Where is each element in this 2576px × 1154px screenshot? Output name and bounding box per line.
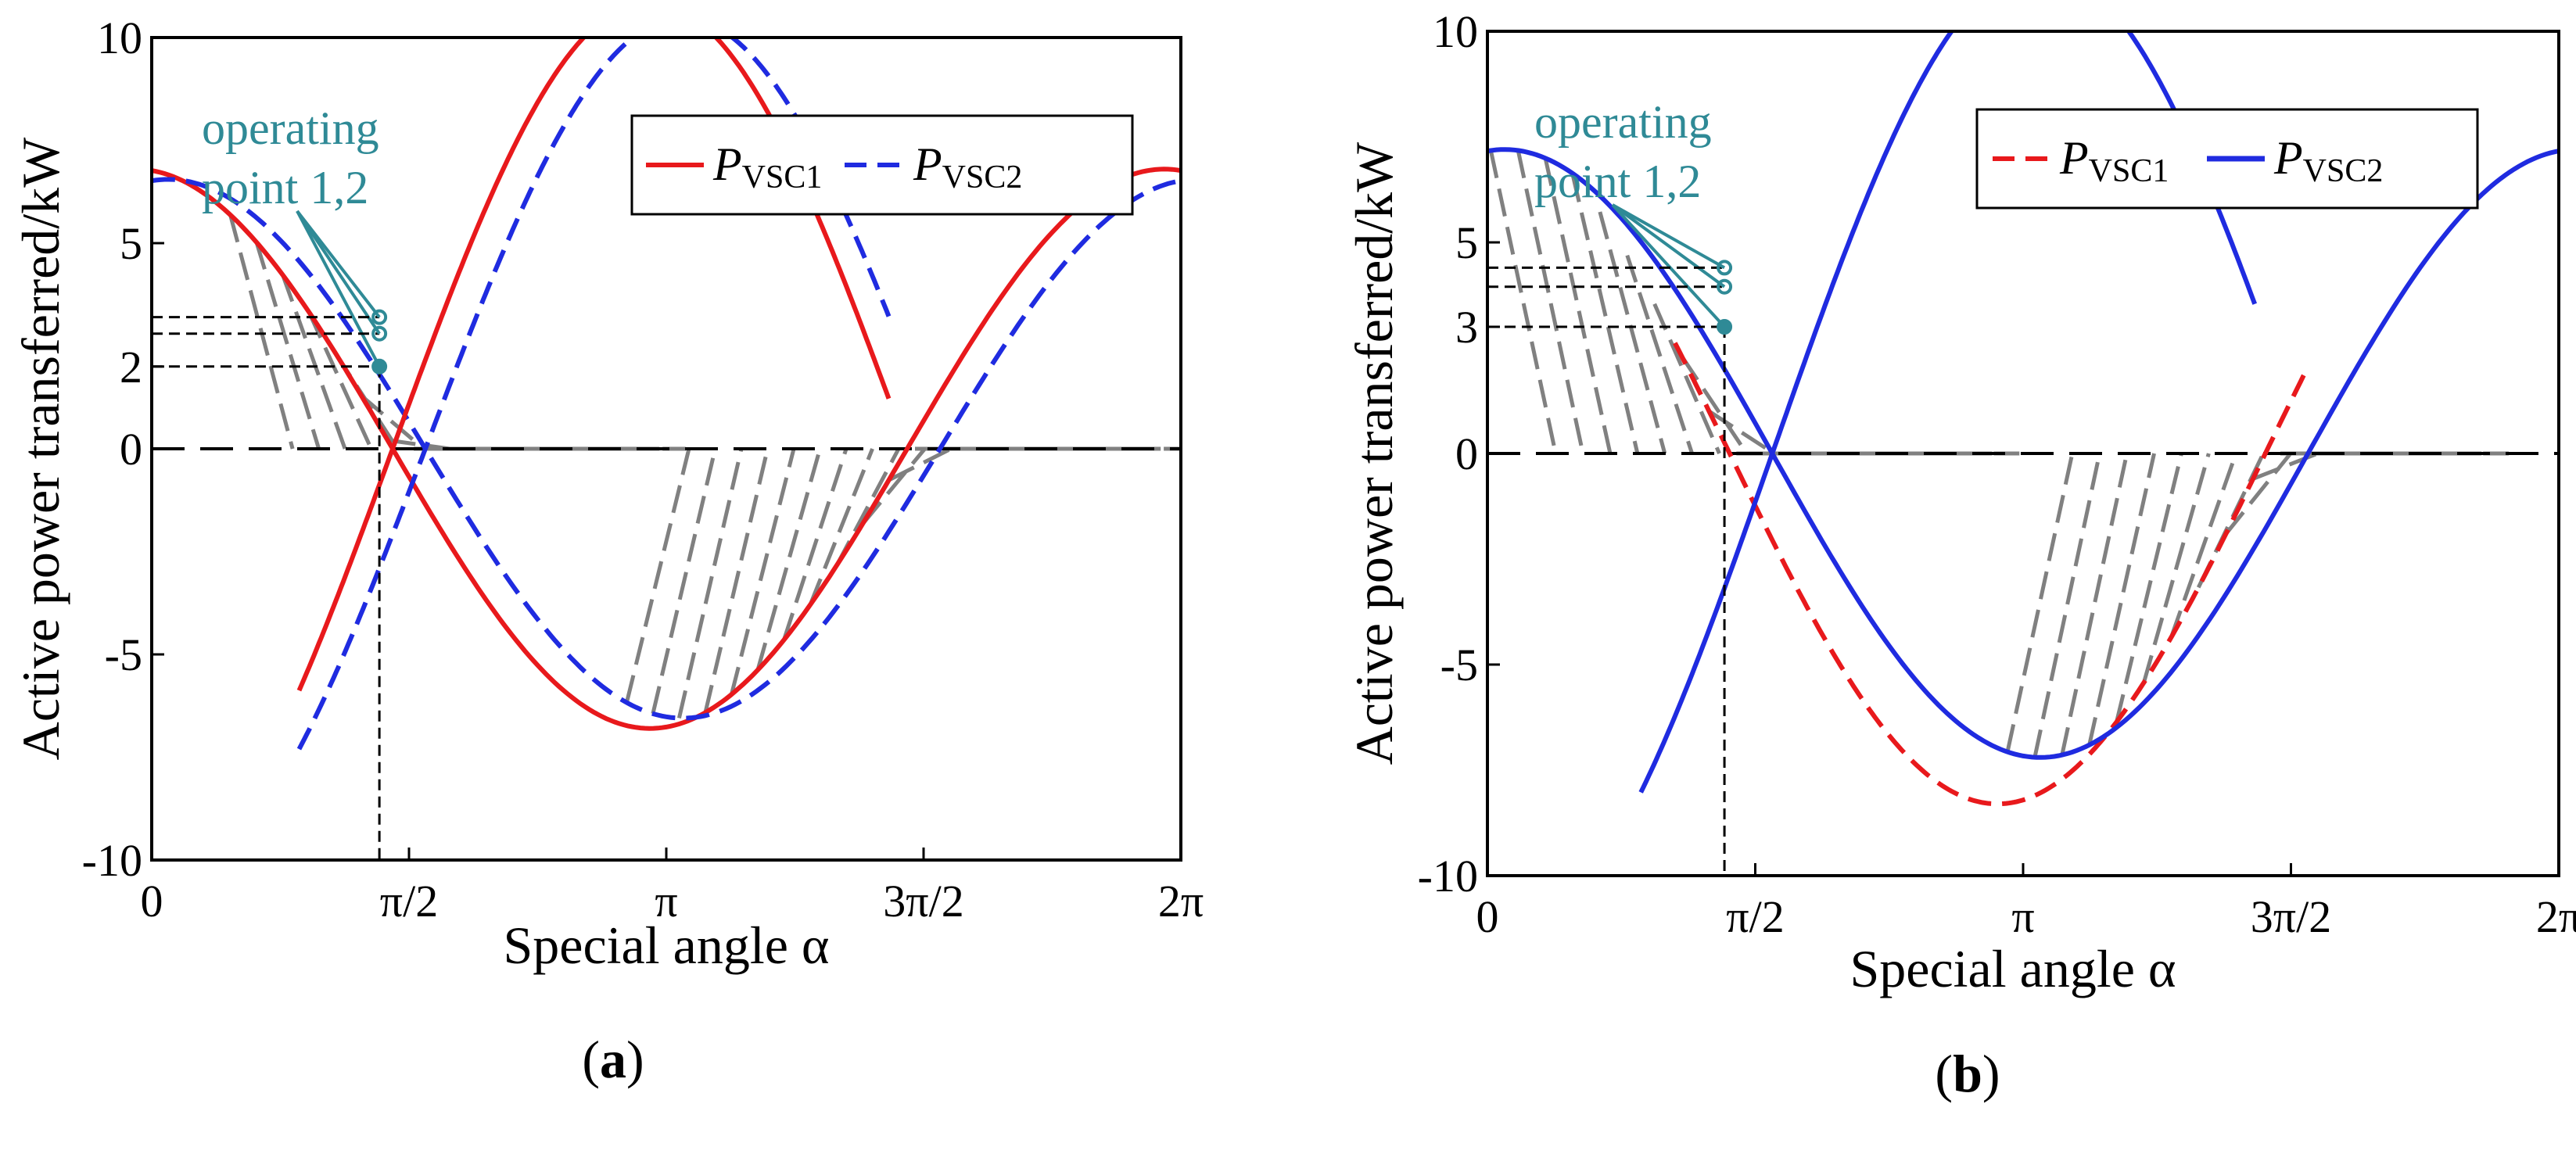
panel-a-x-ticks: 0 π/2 π 3π/2 2π	[141, 848, 1204, 926]
panel-a-annotation-line2: point 1,2	[202, 162, 368, 213]
panel-a-hatch-line-0-0	[228, 214, 295, 450]
panel-a-curve-pvsc2	[152, 177, 1181, 721]
panel-a-hatch-line-0-5	[360, 394, 425, 450]
panel-a-op-leader-2	[296, 210, 381, 318]
panel-a-x-axis-title: Special angle α	[503, 916, 829, 975]
panel-b-curves	[1487, 31, 2559, 807]
panel-b-y-tick-label-0: 10	[1433, 6, 1478, 57]
panel-a-op-leader-0	[296, 210, 381, 367]
panel-b-hatch-line-1-0	[2005, 453, 2075, 753]
panel-a-x-tick-label-2: π	[655, 876, 677, 926]
panel-b-hatch-line-0-7	[1680, 355, 1749, 455]
panel-a-hatch-line-1-1	[651, 448, 717, 715]
panel-b-op-leader-1	[1611, 203, 1726, 288]
panel-b-legend: PVSC1 PVSC2	[1975, 108, 2479, 210]
panel-b-op-marker-2	[1717, 260, 1733, 276]
panel-a-x-tick-label-3: 3π/2	[883, 876, 963, 926]
panel-a-x-tick-label-4: 2π	[1158, 876, 1204, 926]
panel-b-curve-pvsc2-branch	[1638, 31, 2258, 794]
panel-b-hatch-line-1-6	[2169, 453, 2238, 639]
panel-b-y-tick-label-3: 0	[1455, 428, 1478, 479]
panel-a-curve-pvsc2-branch	[296, 38, 892, 751]
panel-b-hatch-line-0-3	[1570, 174, 1640, 454]
panel-b-hatch-line-0-2	[1543, 157, 1613, 454]
panel-a-hatch-line-1-6	[782, 448, 849, 641]
panel-a-y-tick-label-3: 0	[120, 424, 142, 475]
panel-a-x-tick-label-1: π/2	[380, 876, 438, 926]
panel-b-operating-point	[1487, 203, 1733, 876]
panel-a-hatch-line-1-0	[624, 448, 691, 704]
panel-a-hatch-line-0-3	[307, 311, 373, 450]
panel-a-y-ticks: 10 5 2 0 -5 -10	[82, 13, 164, 886]
panel-a-hatch-line-0-1	[254, 242, 321, 450]
panel-b-annotation-line1: operating	[1534, 96, 1712, 148]
panel-a-hatch-line-1-9	[861, 447, 927, 525]
panel-b-x-ticks: 0 π/2 π 3π/2 2π	[1476, 863, 2576, 942]
panel-a-operating-point	[152, 210, 388, 860]
panel-b-op-leader-0	[1611, 203, 1726, 328]
panel-b-hatch-line-1-5	[2142, 453, 2211, 683]
panel-a: 0 π/2 π 3π/2 2π 10 5 2 0 -5 -10 Special angle α A…	[11, 13, 1204, 1089]
panel-a-x-tick-label-0: 0	[141, 876, 163, 926]
panel-a-curve-pvsc1	[152, 167, 1181, 731]
panel-b-hatch-line-1-2	[2060, 453, 2129, 756]
panel-b-hatch-line-0-1	[1516, 149, 1585, 454]
panel-a-y-tick-label-5: -10	[82, 835, 142, 886]
panel-b-legend-label-vsc1: PVSC1	[2059, 132, 2169, 189]
panel-a-hatch-line-1-4	[730, 448, 796, 695]
panel-a-legend: PVSC1 PVSC2	[630, 114, 1134, 216]
panel-a-legend-label-vsc2: PVSC2	[913, 138, 1022, 195]
panel-b-hatch-line-0-0	[1488, 149, 1558, 454]
panel-a-hatch-line-1-3	[703, 448, 770, 713]
panel-b-curve-pvsc1	[1673, 342, 2309, 807]
panel-b-x-tick-label-0: 0	[1476, 891, 1499, 942]
panel-b-hatch-line-0-8	[1708, 409, 1775, 456]
panel-b-x-tick-label-2: π	[2011, 891, 2034, 942]
panel-b-hatch-line-1-3	[2087, 453, 2156, 746]
panel-b-y-axis-title: Active power transferred/kW	[1344, 142, 1404, 765]
panel-b-hatch-line-0-6	[1652, 303, 1721, 454]
panel-b-x-tick-label-1: π/2	[1726, 891, 1784, 942]
panel-b-y-tick-label-1: 5	[1455, 217, 1478, 268]
panel-a-y-tick-label-1: 5	[120, 218, 142, 269]
panel-a-op-marker-1	[371, 325, 388, 342]
panel-b-x-axis-title: Special angle α	[1849, 939, 2176, 998]
panel-b-y-tick-label-5: -10	[1418, 851, 1478, 901]
panel-a-y-tick-label-0: 10	[97, 13, 142, 63]
panel-b-annotation-line2: point 1,2	[1534, 156, 1701, 207]
panel-b-legend-label-vsc2: PVSC2	[2273, 132, 2383, 189]
panel-a-hatch-line-0-2	[281, 274, 347, 450]
panel-b-op-leader-2	[1612, 203, 1726, 270]
panel-a-y-tick-label-4: -5	[105, 629, 142, 680]
panel-b: 0 π/2 π 3π/2 2π 10 5 3 0 -5 -10 Special angle α A…	[1344, 6, 2576, 1103]
panel-b-y-ticks: 10 5 3 0 -5 -10	[1418, 6, 1500, 901]
panel-b-x-tick-label-3: 3π/2	[2251, 891, 2331, 942]
panel-a-hatch-line-1-10	[888, 446, 953, 482]
panel-b-curve-pvsc2	[1487, 147, 2559, 760]
panel-b-hatch-line-1-4	[2115, 453, 2183, 722]
panel-b-hatch-line-0-4	[1598, 211, 1667, 454]
panel-a-caption: (a)	[582, 1030, 644, 1089]
panel-b-hatch-line-1-8	[2224, 452, 2292, 536]
panel-b-caption: (b)	[1935, 1044, 2000, 1103]
panel-a-y-axis-title: Active power transferred/kW	[11, 137, 70, 761]
panel-b-y-tick-label-2: 3	[1455, 302, 1478, 353]
panel-a-hatch-line-1-2	[676, 448, 744, 719]
panel-b-hatch-line-0-5	[1625, 254, 1695, 454]
panel-b-op-marker-1	[1717, 278, 1733, 295]
panel-a-op-leader-1	[296, 210, 381, 335]
panel-a-op-marker-2	[371, 309, 388, 325]
panel-a-y-tick-label-2: 2	[120, 342, 142, 392]
panel-b-y-tick-label-4: -5	[1440, 640, 1478, 690]
panel-a-legend-label-vsc1: PVSC1	[712, 138, 822, 195]
panel-b-x-tick-label-4: 2π	[2536, 891, 2576, 942]
panel-a-hatch-line-1-7	[808, 448, 874, 606]
panel-b-hatch-line-1-1	[2032, 453, 2102, 758]
panel-a-annotation-line1: operating	[202, 102, 379, 154]
